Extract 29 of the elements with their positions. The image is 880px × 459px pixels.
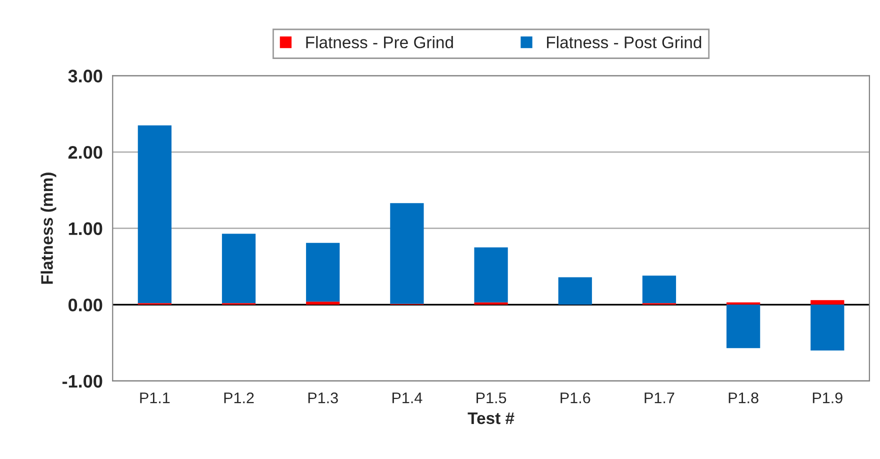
y-tick-label: -1.00 bbox=[62, 374, 102, 388]
x-tick-label: P1.7 bbox=[644, 392, 674, 404]
bar bbox=[558, 277, 592, 305]
y-tick-label: 2.00 bbox=[68, 146, 102, 159]
bar bbox=[642, 276, 676, 304]
y-axis-title: Flatness (mm) bbox=[40, 172, 56, 284]
bar bbox=[222, 234, 256, 304]
legend-label: Flatness - Post Grind bbox=[547, 36, 702, 48]
x-tick-label: P1.3 bbox=[308, 392, 338, 404]
x-tick-label: P1.2 bbox=[224, 392, 254, 404]
x-tick-label: P1.9 bbox=[812, 392, 842, 404]
x-tick-label: P1.6 bbox=[560, 392, 590, 404]
x-tick-label: P1.1 bbox=[140, 392, 170, 404]
x-tick-label: P1.5 bbox=[476, 392, 506, 404]
bar bbox=[474, 247, 508, 302]
bar bbox=[726, 304, 760, 348]
y-tick-label: 3.00 bbox=[68, 70, 102, 82]
y-tick-label: 1.00 bbox=[68, 222, 102, 236]
bar bbox=[138, 125, 172, 304]
bar bbox=[306, 302, 340, 305]
bar bbox=[390, 203, 424, 304]
legend-label: Flatness - Pre Grind bbox=[306, 36, 453, 48]
bar bbox=[810, 300, 844, 305]
x-tick-label: P1.4 bbox=[392, 392, 422, 404]
y-tick-label: 0.00 bbox=[68, 298, 102, 312]
x-tick-label: P1.8 bbox=[728, 392, 758, 404]
bar bbox=[306, 242, 340, 302]
x-axis-title: Test # bbox=[468, 412, 514, 424]
bar bbox=[810, 304, 844, 350]
